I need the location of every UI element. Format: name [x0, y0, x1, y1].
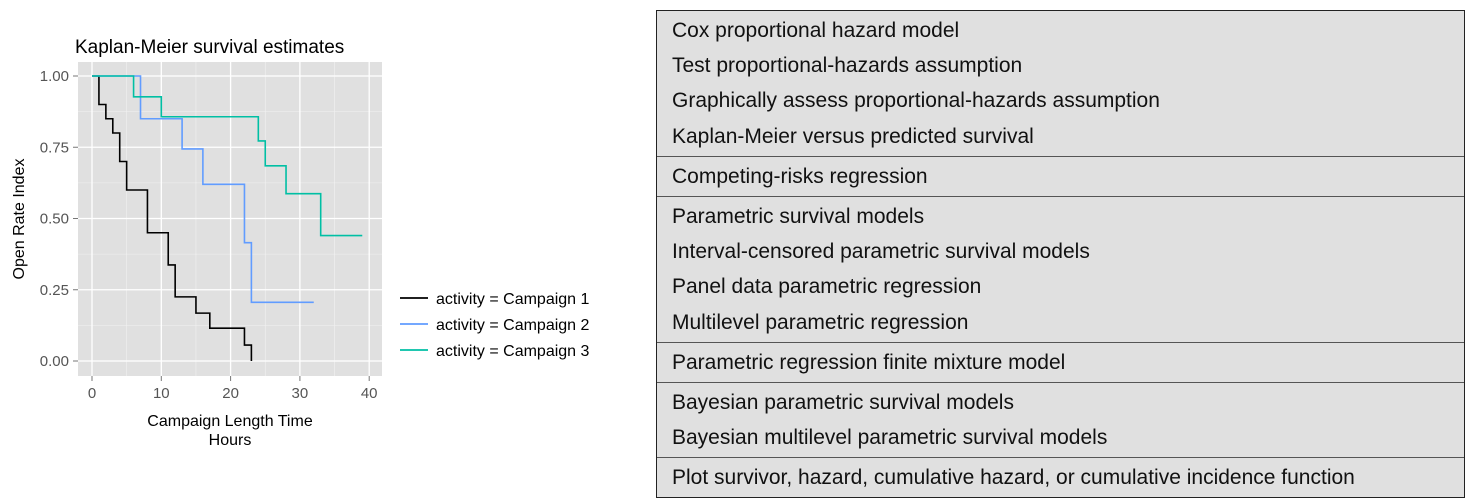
table-item: Panel data parametric regression: [672, 275, 982, 299]
x-tick-label: 10: [153, 385, 170, 402]
table-item: Interval-censored parametric survival mo…: [672, 240, 1090, 264]
x-tick-label: 20: [222, 385, 239, 402]
table-item: Competing-risks regression: [672, 164, 928, 188]
x-axis-label-line1: Campaign Length Time: [147, 413, 313, 430]
y-tick-label: 0.00: [40, 353, 69, 370]
table-item: Bayesian parametric survival models: [672, 390, 1014, 414]
x-tick-label: 0: [88, 385, 96, 402]
legend-label-campaign-1: activity = Campaign 1: [436, 291, 590, 308]
table-group: Parametric survival models Interval-censo…: [657, 195, 1464, 342]
y-tick-label: 1.00: [40, 68, 69, 85]
x-axis-label-line2: Hours: [209, 432, 252, 449]
table-item: Cox proportional hazard model: [672, 19, 960, 42]
table-item: Test proportional-hazards assumption: [672, 54, 1023, 78]
axis-ticks: 0 10 20 30 40 0.00 0.25 0.50 0.75 1.00: [40, 68, 378, 402]
table-item: Parametric regression finite mixture mod…: [672, 350, 1066, 374]
series-line-campaign-3: [92, 75, 363, 237]
table-group: Plot survivor, hazard, cumulative hazard…: [657, 457, 1464, 497]
table-group: Bayesian parametric survival models Bayes…: [657, 381, 1464, 457]
legend-label-campaign-3: activity = Campaign 3: [436, 343, 590, 360]
gridlines: [78, 62, 382, 376]
table-item: Multilevel parametric regression: [672, 310, 969, 334]
y-axis-label: Open Rate Index: [11, 159, 28, 280]
legend: activity = Campaign 1 activity = Campaign…: [400, 291, 590, 360]
table-item: Plot survivor, hazard, cumulative hazard…: [672, 466, 1355, 490]
table-item: Graphically assess proportional-hazards …: [672, 89, 1160, 113]
y-tick-label: 0.75: [40, 139, 69, 156]
legend-label-campaign-2: activity = Campaign 2: [436, 317, 590, 334]
table-group: Cox proportional hazard model Test propor…: [657, 11, 1464, 156]
table-item: Kaplan-Meier versus predicted survival: [672, 124, 1034, 148]
x-tick-label: 40: [361, 385, 378, 402]
series-line-campaign-1: [92, 75, 253, 361]
y-tick-label: 0.25: [40, 282, 69, 299]
table-item: Bayesian multilevel parametric survival …: [672, 426, 1108, 450]
series-lines: [92, 75, 363, 361]
table-group: Competing-risks regression: [657, 155, 1464, 196]
y-tick-label: 0.50: [40, 211, 69, 228]
feature-table: Cox proportional hazard model Test propor…: [656, 10, 1465, 498]
km-chart: Kaplan-Meier survival estimates 0 10 20 30 4…: [11, 37, 590, 449]
series-line-campaign-2: [92, 75, 314, 304]
chart-title: Kaplan-Meier survival estimates: [75, 37, 344, 58]
table-item: Parametric survival models: [672, 204, 925, 228]
x-tick-label: 30: [292, 385, 309, 402]
table-group: Parametric regression finite mixture mod…: [657, 341, 1464, 382]
